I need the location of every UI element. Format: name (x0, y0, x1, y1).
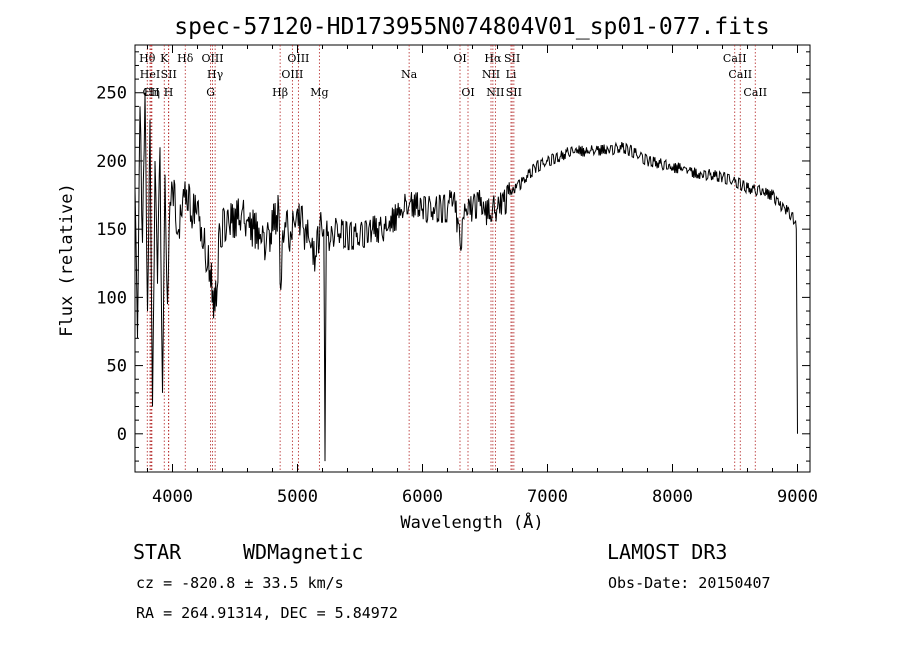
line-label-4: K (160, 52, 169, 65)
line-label-8: OIII (201, 52, 223, 65)
line-label-9: Hγ (207, 68, 224, 81)
line-label-13: OIII (287, 52, 309, 65)
line-label-20: NII (486, 86, 504, 99)
line-label-14: Mg (310, 86, 328, 99)
y-tick-label-3: 150 (96, 220, 127, 240)
line-label-7: Hδ (177, 52, 194, 65)
line-label-0: Hθ (139, 52, 156, 65)
x-tick-label-0: 4000 (152, 487, 193, 507)
observation-date: Obs-Date: 20150407 (608, 574, 771, 592)
y-axis: 0 50 100 150 200 250 (96, 51, 810, 462)
coordinates: RA = 264.91314, DEC = 5.84972 (136, 604, 398, 622)
line-label-25: CaII (728, 68, 752, 81)
line-label-24: CaII (723, 52, 747, 65)
line-label-12: OIII (281, 68, 303, 81)
line-label-3: Hη (144, 86, 160, 99)
x-axis-label: Wavelength (Å) (400, 511, 543, 533)
x-tick-label-1: 5000 (277, 487, 318, 507)
y-axis-label: Flux (relative) (57, 183, 77, 337)
x-tick-label-5: 9000 (777, 487, 818, 507)
chart-title: spec-57120-HD173955N074804V01_sp01-077.f… (174, 14, 769, 40)
x-tick-label-2: 6000 (402, 487, 443, 507)
line-label-15: Na (401, 68, 418, 81)
line-label-16: OI (453, 52, 466, 65)
line-label-17: OI (461, 86, 474, 99)
x-axis: 4000 5000 6000 7000 8000 9000 (147, 45, 818, 507)
line-label-26: CaII (743, 86, 767, 99)
line-label-18: Hα (484, 52, 502, 65)
y-tick-label-2: 100 (96, 288, 127, 308)
x-tick-label-3: 7000 (527, 487, 568, 507)
line-label-10: G (206, 86, 215, 99)
spectral-line-markers: Hθ CII HeI Hη K SII H Hδ OIII Hγ G Hβ OIII OIII Mg Na OI… (139, 45, 767, 472)
line-label-23: SII (506, 86, 522, 99)
redshift-cz: cz = -820.8 ± 33.5 km/s (136, 574, 344, 592)
line-label-6: H (164, 86, 174, 99)
line-label-1: CII (142, 86, 159, 99)
object-type: STAR (133, 540, 182, 564)
line-label-19: NII (482, 68, 500, 81)
x-tick-label-4: 8000 (652, 487, 693, 507)
line-label-22: Li (506, 68, 517, 81)
line-label-11: Hβ (272, 86, 288, 99)
object-subclass: WDMagnetic (243, 540, 364, 564)
y-tick-label-0: 0 (117, 425, 127, 445)
y-tick-label-4: 200 (96, 152, 127, 172)
spectrum-series-line (134, 92, 798, 462)
survey-name: LAMOST DR3 (607, 540, 728, 564)
plot-frame (134, 44, 811, 473)
line-label-21: SII (504, 52, 520, 65)
y-tick-label-1: 50 (107, 357, 127, 377)
y-tick-label-5: 250 (96, 84, 127, 104)
line-label-2: HeI (140, 68, 160, 81)
